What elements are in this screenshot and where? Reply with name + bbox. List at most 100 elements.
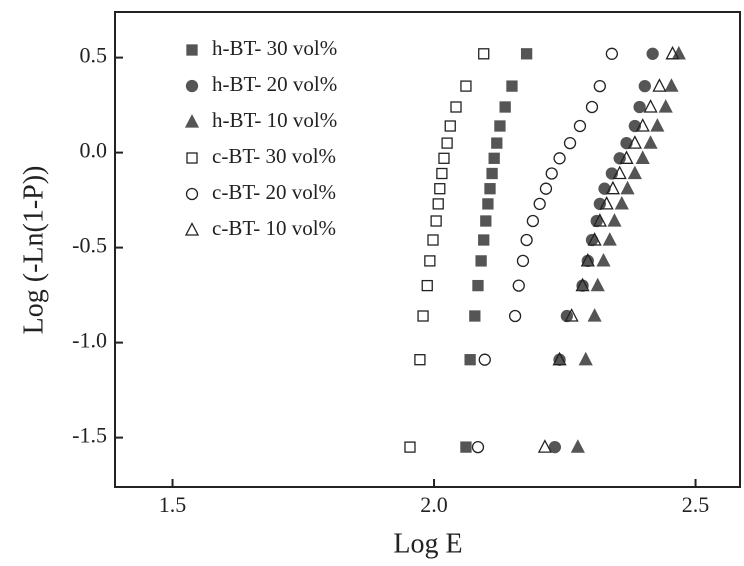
y-axis-title: Log (-Ln(1-P)) (18, 166, 49, 335)
marker (186, 152, 198, 164)
marker (650, 118, 665, 132)
marker (575, 277, 590, 292)
marker (539, 182, 553, 195)
plot-frame (114, 11, 741, 488)
marker (592, 213, 607, 227)
marker (478, 48, 490, 60)
marker (520, 233, 533, 247)
marker (421, 279, 433, 292)
marker (486, 167, 498, 180)
marker (475, 255, 487, 267)
marker (590, 277, 605, 292)
marker (494, 120, 506, 132)
marker (578, 351, 593, 366)
marker (635, 118, 650, 132)
marker (478, 234, 490, 246)
marker (533, 197, 546, 211)
marker (545, 167, 558, 180)
marker (580, 252, 595, 267)
marker (620, 136, 633, 150)
marker (664, 78, 679, 92)
marker (563, 136, 577, 150)
x-tick-label: 1.5 (159, 492, 187, 517)
marker (444, 120, 456, 132)
marker (184, 222, 200, 236)
y-tick-label: -0.5 (72, 233, 107, 258)
marker (430, 215, 442, 227)
marker (186, 44, 198, 56)
marker (441, 137, 453, 149)
legend-label: c-BT- 10 vol% (212, 216, 336, 240)
marker (599, 195, 614, 210)
marker (414, 354, 426, 366)
marker (612, 165, 627, 180)
marker (508, 309, 522, 323)
marker (506, 80, 518, 92)
marker (605, 180, 620, 195)
marker (564, 308, 579, 322)
marker (491, 137, 503, 149)
marker (602, 232, 617, 246)
marker (434, 183, 446, 195)
x-tick-label: 2.0 (420, 492, 448, 517)
marker (638, 79, 651, 93)
marker (460, 80, 472, 92)
marker (404, 441, 416, 453)
marker (633, 100, 646, 114)
marker (484, 183, 496, 195)
marker (432, 198, 444, 210)
legend-label: h-BT- 30 vol% (212, 36, 337, 60)
legend-label: h-BT- 10 vol% (212, 108, 337, 132)
marker (607, 213, 622, 227)
legend-label: h-BT- 20 vol% (212, 72, 337, 96)
marker (460, 441, 472, 453)
marker (553, 152, 566, 165)
marker (598, 182, 611, 195)
marker (482, 198, 494, 210)
marker (643, 135, 658, 149)
marker (671, 45, 686, 60)
marker (619, 150, 634, 164)
marker (417, 310, 429, 322)
marker (658, 99, 673, 113)
marker (480, 215, 492, 227)
marker (627, 165, 642, 180)
x-tick-label: 2.5 (682, 492, 710, 517)
marker (596, 252, 611, 267)
marker (436, 167, 448, 180)
y-tick-label: 0.5 (80, 43, 108, 68)
marker (605, 47, 619, 60)
marker (185, 79, 199, 93)
marker (587, 308, 602, 322)
marker (516, 254, 530, 268)
x-axis-title: Log E (393, 528, 462, 559)
marker (427, 234, 439, 246)
marker (570, 439, 585, 453)
marker (499, 101, 511, 113)
marker (635, 150, 650, 164)
marker (469, 310, 481, 322)
marker (520, 48, 533, 60)
marker (450, 101, 462, 113)
marker (438, 152, 450, 164)
marker (424, 255, 436, 267)
y-tick-label: -1.5 (72, 423, 107, 448)
y-tick-label: 0.0 (80, 138, 108, 163)
marker (526, 214, 540, 228)
marker (548, 440, 562, 454)
marker (512, 279, 525, 292)
marker (472, 279, 484, 292)
marker (552, 351, 567, 366)
marker (643, 99, 658, 113)
marker (478, 353, 491, 366)
marker (627, 135, 642, 149)
marker (620, 180, 635, 195)
marker (184, 114, 200, 128)
marker (646, 47, 659, 60)
marker (587, 232, 602, 246)
legend-label: c-BT- 30 vol% (212, 144, 336, 168)
marker (471, 440, 485, 454)
marker (585, 100, 599, 114)
marker (593, 79, 606, 93)
